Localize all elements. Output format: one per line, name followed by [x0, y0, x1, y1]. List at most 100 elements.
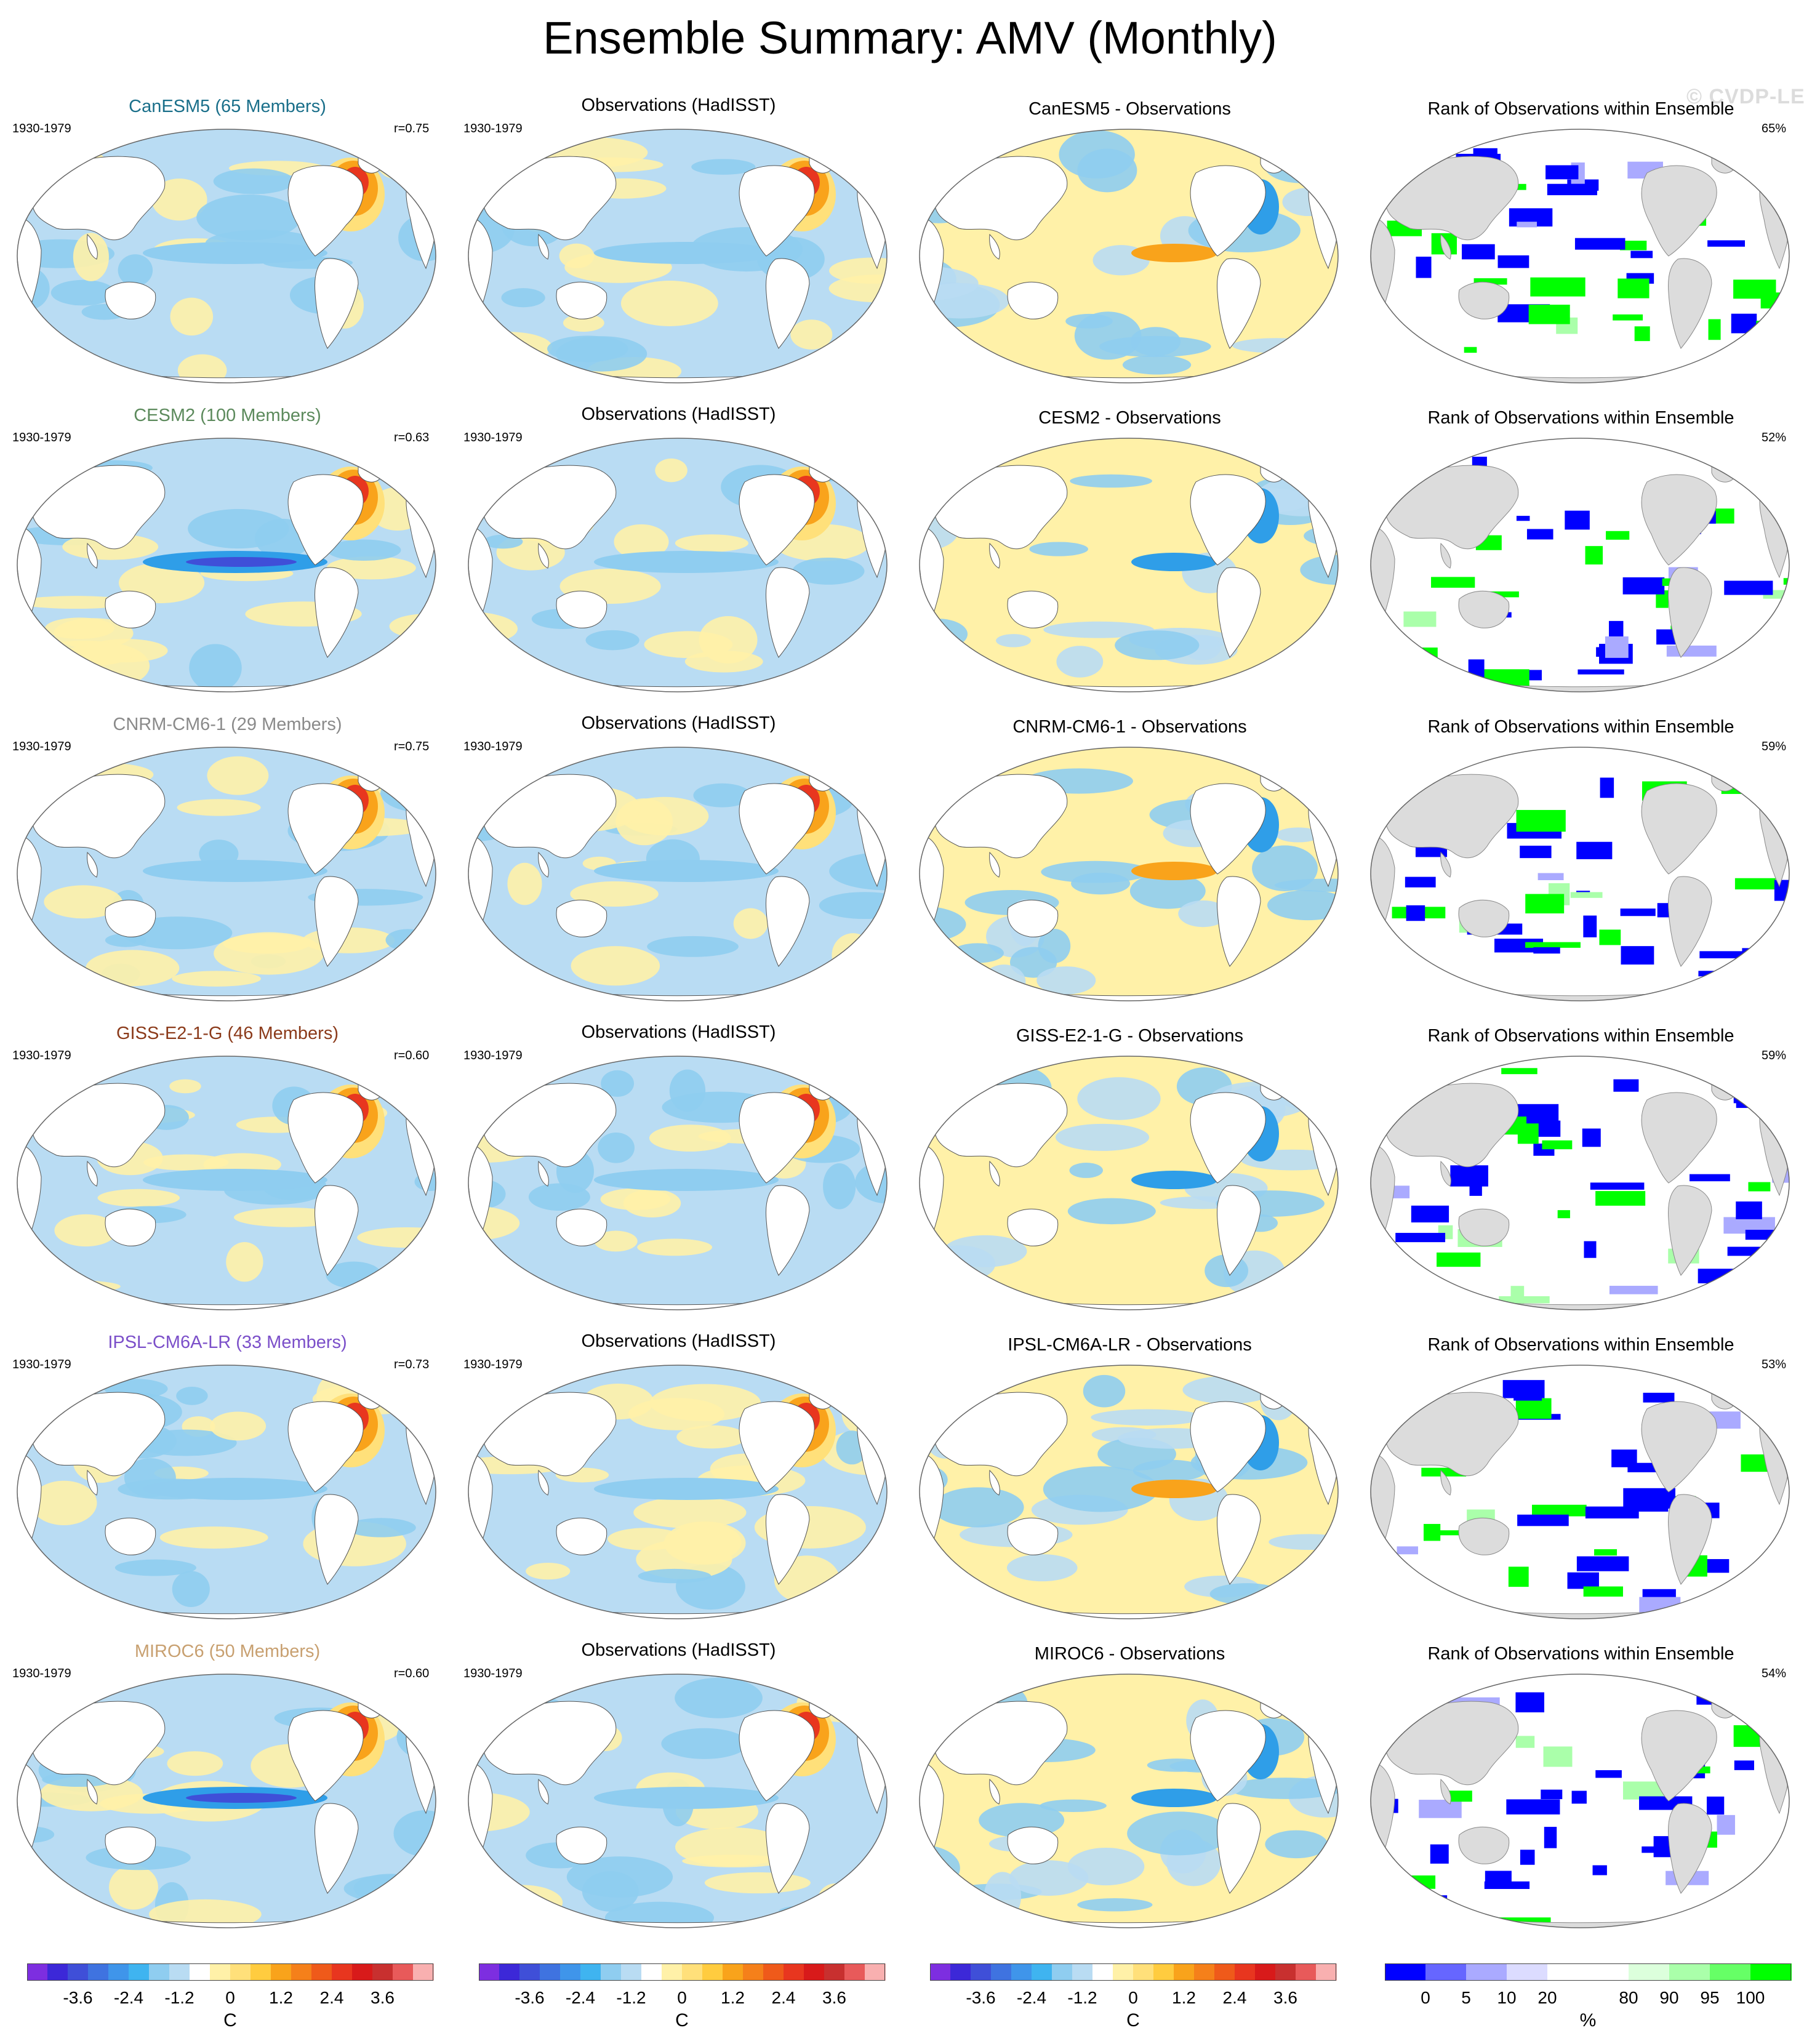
panel-rank-4: Rank of Observations within Ensemble 59% — [1353, 1008, 1808, 1317]
colorbar-swatch — [210, 1963, 231, 1981]
period-label: 1930-1979 — [12, 1667, 71, 1680]
panel-difference-4: GISS-E2-1-G - Observations — [902, 1008, 1357, 1317]
colorbar-swatch — [824, 1963, 845, 1981]
pattern-correlation: r=0.75 — [394, 740, 430, 753]
period-label: 1930-1979 — [463, 1358, 523, 1371]
colorbar-unit: % — [1579, 2010, 1597, 2031]
panel-rank-5: Rank of Observations within Ensemble 53% — [1353, 1317, 1808, 1626]
map-difference — [919, 1674, 1339, 1928]
model-title: CESM2 (100 Members) — [134, 406, 321, 425]
colorbar-swatch — [372, 1963, 393, 1981]
colorbar-tick-label: 5 — [1461, 1988, 1471, 2007]
colorbar-swatch — [662, 1963, 683, 1981]
observations-title: Observations (HadISST) — [581, 1640, 776, 1660]
colorbar-frame — [1385, 1963, 1791, 1981]
colorbar-swatch — [1092, 1963, 1113, 1981]
colorbar-unit: C — [1126, 2010, 1140, 2031]
colorbar-tick-label: 2.4 — [771, 1988, 796, 2007]
colorbar-tick-label: -2.4 — [1016, 1988, 1047, 2007]
period-label: 1930-1979 — [12, 1358, 71, 1371]
map-rank — [1370, 438, 1790, 692]
colorbar-sst-difference: -3.6 -2.4 -1.2 0 1.2 2.4 3.6 C — [930, 1963, 1337, 2037]
colorbar-swatch — [1507, 1963, 1548, 1981]
colorbar-tick-label: 2.4 — [1222, 1988, 1247, 2007]
period-label: 1930-1979 — [12, 1049, 71, 1062]
map-observations — [468, 129, 888, 383]
panel-observations-4: Observations (HadISST) 1930-1979 — [451, 1008, 906, 1317]
pattern-correlation: r=0.63 — [394, 431, 430, 444]
colorbar-swatch — [1710, 1963, 1751, 1981]
pattern-correlation: r=0.73 — [394, 1358, 430, 1371]
period-label: 1930-1979 — [463, 122, 523, 135]
rank-title: Rank of Observations within Ensemble — [1427, 408, 1734, 428]
colorbar-swatch — [88, 1963, 109, 1981]
panel-difference-1: CanESM5 - Observations — [902, 81, 1357, 390]
map-difference — [919, 438, 1339, 692]
colorbar-swatch — [68, 1963, 89, 1981]
period-label: 1930-1979 — [12, 431, 71, 444]
panel-observations-3: Observations (HadISST) 1930-1979 — [451, 699, 906, 1008]
panel-difference-3: CNRM-CM6-1 - Observations — [902, 699, 1357, 1008]
period-label: 1930-1979 — [463, 740, 523, 753]
figure-title: Ensemble Summary: AMV (Monthly) — [543, 12, 1277, 63]
colorbar-swatch — [519, 1963, 540, 1981]
colorbar-swatch — [723, 1963, 744, 1981]
colorbar-swatch — [1669, 1963, 1710, 1981]
colorbar-swatch — [190, 1963, 210, 1981]
rank-title: Rank of Observations within Ensemble — [1427, 1026, 1734, 1046]
observations-title: Observations (HadISST) — [581, 713, 776, 733]
colorbar-swatch — [251, 1963, 271, 1981]
rank-percentage: 54% — [1762, 1667, 1787, 1680]
colorbar-swatch — [1235, 1963, 1256, 1981]
model-title: CanESM5 (65 Members) — [129, 97, 326, 116]
map-observations — [468, 747, 888, 1001]
colorbar-tick-label: 0 — [677, 1988, 687, 2007]
colorbar-swatch — [1052, 1963, 1073, 1981]
rank-percentage: 65% — [1762, 122, 1787, 135]
colorbar-tick-label: 3.6 — [822, 1988, 846, 2007]
colorbar-swatch — [763, 1963, 784, 1981]
rank-percentage: 53% — [1762, 1358, 1787, 1371]
colorbar-swatch — [991, 1963, 1012, 1981]
colorbar-swatch — [844, 1963, 865, 1981]
colorbar-swatch — [352, 1963, 373, 1981]
colorbar-swatch — [332, 1963, 353, 1981]
colorbar-tick-label: 3.6 — [1273, 1988, 1297, 2007]
pattern-correlation: r=0.75 — [394, 122, 430, 135]
colorbar-unit: C — [675, 2010, 689, 2031]
rank-title: Rank of Observations within Ensemble — [1427, 1644, 1734, 1664]
colorbar-swatch — [950, 1963, 971, 1981]
colorbar-swatch — [1133, 1963, 1154, 1981]
colorbar-swatch — [149, 1963, 170, 1981]
colorbar-swatch — [311, 1963, 332, 1981]
colorbar-swatch — [108, 1963, 129, 1981]
map-difference — [919, 747, 1339, 1001]
colorbar-unit: C — [223, 2010, 237, 2031]
colorbar-swatch — [230, 1963, 251, 1981]
colorbar-swatch — [413, 1963, 434, 1981]
colorbar-swatch — [702, 1963, 723, 1981]
colorbar-swatch — [291, 1963, 312, 1981]
difference-title: MIROC6 - Observations — [1034, 1644, 1225, 1664]
colorbar-swatch — [580, 1963, 601, 1981]
colorbar-tick-label: 1.2 — [1172, 1988, 1196, 2007]
colorbar-swatch — [1072, 1963, 1093, 1981]
map-difference — [919, 129, 1339, 383]
colorbar-tick-label: 95 — [1700, 1988, 1720, 2007]
colorbar-sst-observations: -3.6 -2.4 -1.2 0 1.2 2.4 3.6 C — [479, 1963, 886, 2037]
colorbar-swatch — [930, 1963, 951, 1981]
colorbar-swatch — [1174, 1963, 1195, 1981]
map-rank — [1370, 1056, 1790, 1310]
panel-observations-6: Observations (HadISST) 1930-1979 — [451, 1626, 906, 1935]
colorbar-swatch — [1629, 1963, 1670, 1981]
colorbar-swatch — [1750, 1963, 1792, 1981]
colorbar-tick-label: -1.2 — [164, 1988, 194, 2007]
rank-percentage: 59% — [1762, 1049, 1787, 1062]
period-label: 1930-1979 — [463, 1049, 523, 1062]
colorbar-tick-label: 20 — [1537, 1988, 1557, 2007]
difference-title: CESM2 - Observations — [1038, 408, 1221, 428]
observations-title: Observations (HadISST) — [581, 1022, 776, 1042]
colorbar-swatch — [1255, 1963, 1276, 1981]
colorbar-tick-label: -3.6 — [63, 1988, 93, 2007]
colorbar-swatch — [393, 1963, 414, 1981]
